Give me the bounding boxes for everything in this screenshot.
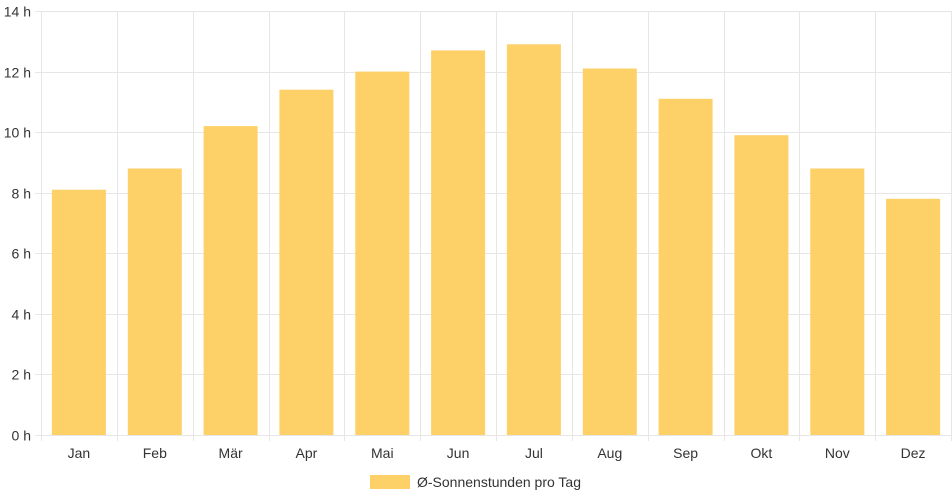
y-tick-label: 2 h — [12, 367, 31, 383]
bar-dez[interactable] — [886, 198, 941, 435]
bars — [51, 44, 941, 436]
x-tick-label: Feb — [143, 445, 167, 461]
bar-mär[interactable] — [203, 126, 258, 435]
x-tick-label: Sep — [673, 445, 698, 461]
x-tick-label: Aug — [597, 445, 622, 461]
y-tick-label: 10 h — [4, 125, 31, 141]
bar-mai[interactable] — [355, 71, 410, 435]
bar-sep[interactable] — [658, 98, 713, 436]
x-tick-label: Apr — [296, 445, 318, 461]
bar-aug[interactable] — [582, 68, 637, 436]
x-tick-label: Jul — [525, 445, 543, 461]
y-tick-label: 14 h — [4, 4, 31, 20]
bar-nov[interactable] — [810, 168, 865, 436]
axes: 0 h 2 h 4 h 6 h 8 h 10 h 12 h 14 h Jan Feb Mär Apr M… — [4, 4, 926, 462]
y-tick-label: 4 h — [12, 307, 31, 323]
bar-jun[interactable] — [431, 50, 486, 436]
y-tick-label: 0 h — [12, 428, 31, 444]
bar-jul[interactable] — [506, 44, 561, 436]
x-tick-label: Okt — [751, 445, 773, 461]
x-tick-label: Mär — [219, 445, 243, 461]
x-tick-label: Jun — [447, 445, 470, 461]
y-tick-label: 6 h — [12, 246, 31, 262]
y-tick-label: 12 h — [4, 65, 31, 81]
legend-swatch[interactable] — [370, 475, 410, 489]
legend-label[interactable]: Ø-Sonnenstunden pro Tag — [417, 474, 581, 490]
bar-feb[interactable] — [127, 168, 182, 436]
bar-jan[interactable] — [51, 189, 106, 435]
bar-apr[interactable] — [279, 89, 334, 435]
y-tick-label: 8 h — [12, 186, 31, 202]
legend[interactable]: Ø-Sonnenstunden pro Tag — [370, 474, 581, 490]
grid — [35, 11, 952, 441]
bar-okt[interactable] — [734, 135, 789, 435]
x-tick-label: Nov — [825, 445, 850, 461]
x-tick-label: Mai — [371, 445, 394, 461]
x-tick-label: Dez — [901, 445, 926, 461]
x-tick-label: Jan — [68, 445, 91, 461]
